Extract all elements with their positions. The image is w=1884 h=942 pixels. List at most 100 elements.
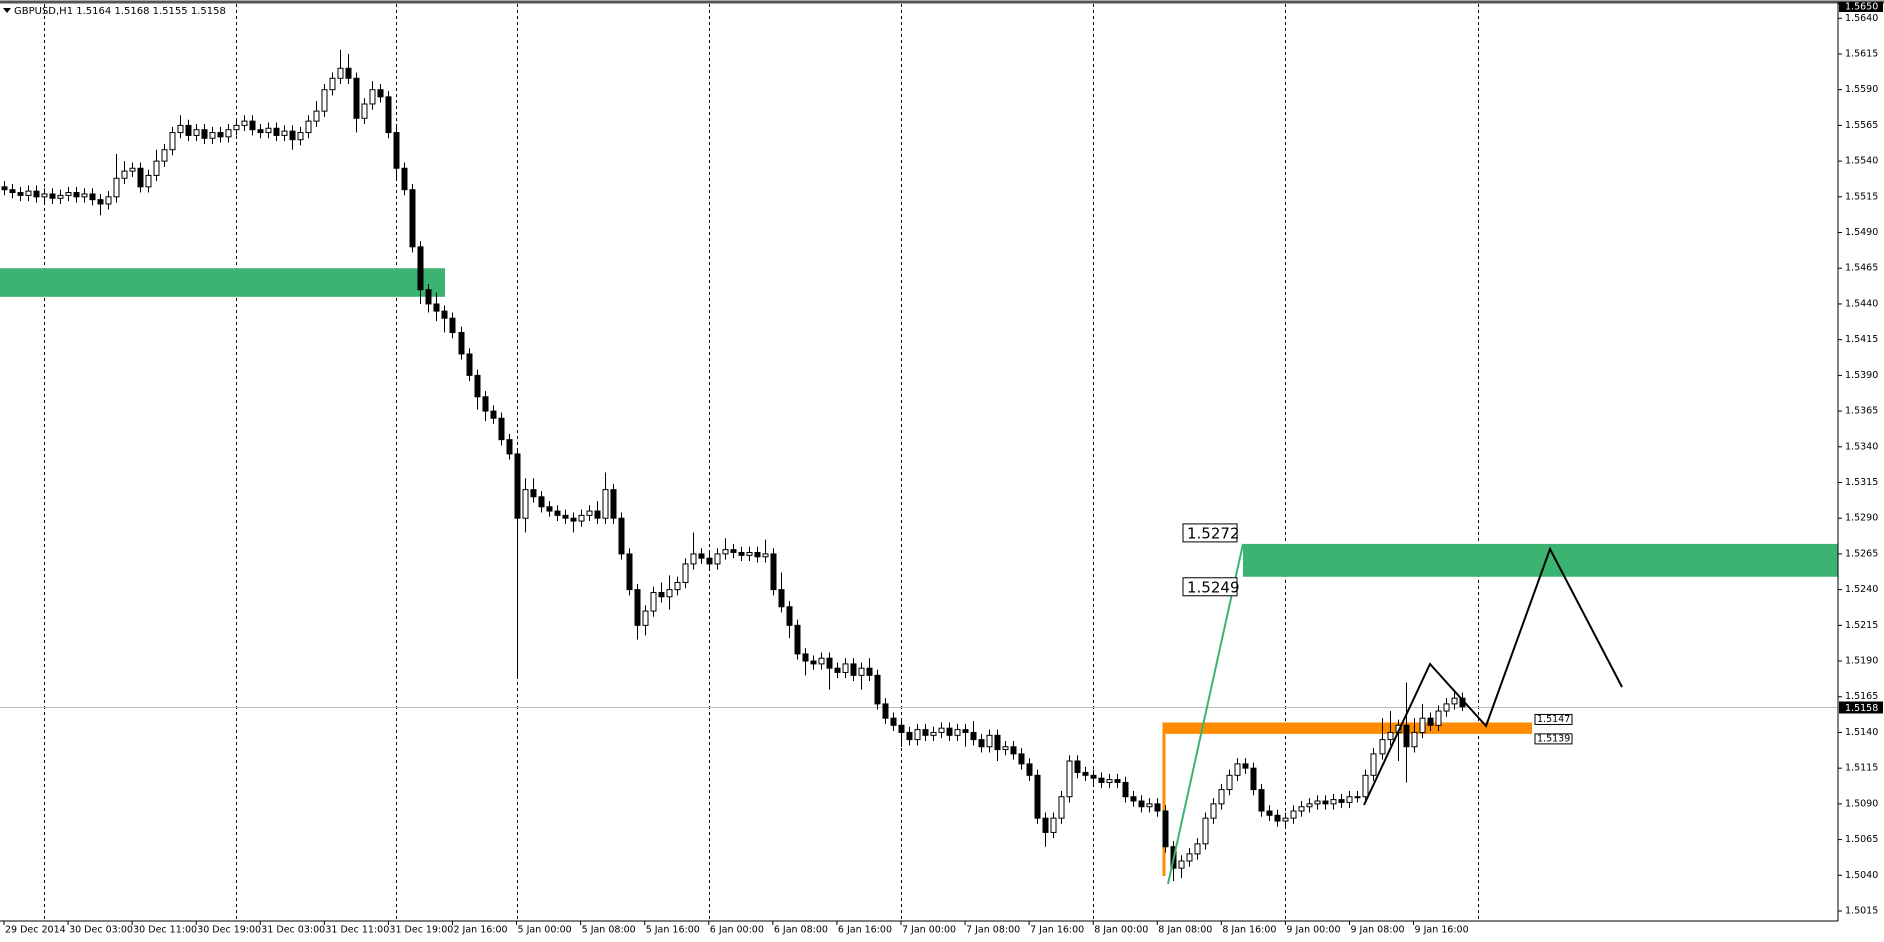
y-tick-label: 1.5565 [1845, 120, 1878, 131]
candle-body [1314, 800, 1321, 805]
candle-body [906, 731, 913, 741]
candle-body [305, 120, 312, 134]
candle-body [498, 417, 505, 441]
candle-body [978, 739, 985, 748]
candle-body [882, 703, 889, 719]
candle-body [233, 124, 240, 131]
candle-body [409, 189, 416, 248]
high-value: 1.5168 [114, 6, 149, 17]
candle-body [482, 396, 489, 412]
candle-body [337, 67, 344, 79]
candle-body [377, 89, 384, 98]
x-tick-label: 31 Dec 11:00 [325, 925, 389, 936]
candle-body [1370, 753, 1377, 776]
candle-body [297, 132, 304, 141]
candle-body [385, 96, 392, 134]
zone-label: 1.5249 [1187, 578, 1240, 596]
candle-body [850, 663, 857, 676]
candle-body [209, 132, 216, 139]
x-tick-label: 7 Jan 08:00 [966, 925, 1020, 936]
candle-body [634, 589, 641, 626]
candle-body [922, 729, 929, 736]
y-tick-label: 1.5590 [1845, 84, 1878, 95]
candle-body [1266, 810, 1273, 816]
candle-body [874, 674, 881, 705]
y-tick-label: 1.5015 [1845, 906, 1878, 917]
x-tick-label: 30 Dec 19:00 [197, 925, 261, 936]
candle-body [1258, 789, 1265, 812]
candle-body [265, 127, 272, 134]
x-tick-label: 7 Jan 16:00 [1030, 925, 1084, 936]
candle-body [369, 89, 376, 105]
candle-body [970, 731, 977, 741]
impulse-leg [1167, 543, 1244, 885]
candle-body [81, 193, 88, 198]
candle-body [1146, 803, 1153, 808]
candle-body [986, 734, 993, 748]
y-tick-label: 1.5465 [1845, 263, 1878, 274]
candle-body [562, 514, 569, 519]
y-tick-label: 1.5215 [1845, 620, 1878, 631]
candle-body [914, 729, 921, 741]
candle-body [866, 667, 873, 676]
symbol: GBPUSD,H1 [14, 6, 73, 17]
candle-body [610, 489, 617, 519]
candle-body [754, 551, 761, 558]
y-tick-label: 1.5240 [1845, 584, 1878, 595]
x-tick-label: 6 Jan 16:00 [838, 925, 892, 936]
candle-body [690, 553, 697, 565]
x-tick-label: 9 Jan 08:00 [1350, 925, 1404, 936]
candle-body [193, 129, 200, 136]
candle-body [1354, 796, 1361, 799]
candle-body [1419, 717, 1426, 733]
candle-body [1234, 763, 1241, 776]
candle-body [514, 453, 521, 519]
candle-body [554, 510, 561, 516]
zone-label: 1.5147 [1537, 714, 1570, 725]
x-tick-label: 5 Jan 00:00 [518, 925, 572, 936]
zone [0, 268, 445, 297]
candle-body [353, 77, 360, 119]
candle-body [466, 353, 473, 376]
candle-body [778, 589, 785, 608]
candle-body [1162, 810, 1169, 848]
candle-body [89, 193, 96, 201]
candle-body [1130, 796, 1137, 802]
candle-body [946, 727, 953, 736]
candle-body [313, 110, 320, 122]
candle-body [746, 551, 753, 556]
close-value: 1.5158 [191, 6, 226, 17]
y-tick-label: 1.5615 [1845, 48, 1878, 59]
x-tick-label: 8 Jan 16:00 [1222, 925, 1276, 936]
candle-body [329, 77, 336, 91]
zone-label: 1.5139 [1537, 733, 1570, 744]
candle-body [217, 132, 224, 138]
x-tick-label: 29 Dec 2014 [5, 925, 66, 936]
candle-body [458, 332, 465, 355]
candle-body [506, 439, 513, 455]
candle-body [425, 289, 432, 305]
symbol-header: GBPUSD,H1 1.5164 1.5168 1.5155 1.5158 [14, 6, 226, 17]
candle-body [1379, 739, 1386, 755]
candle-body [1202, 817, 1209, 845]
candle-body [794, 624, 801, 655]
candle-body [1042, 817, 1049, 833]
candle-body [1194, 843, 1201, 855]
candle-body [1218, 789, 1225, 805]
candle-body [738, 551, 745, 556]
candle-body [674, 581, 681, 591]
price-label-box [1839, 701, 1883, 714]
x-tick-label: 6 Jan 08:00 [774, 925, 828, 936]
y-tick-label: 1.5340 [1845, 441, 1878, 452]
candle-body [73, 192, 80, 198]
x-tick-label: 5 Jan 08:00 [582, 925, 636, 936]
candle-body [417, 246, 424, 291]
candle-body [1178, 860, 1185, 869]
open-value: 1.5164 [76, 6, 111, 17]
price-label: 1.5158 [1845, 703, 1878, 714]
y-tick-label: 1.5650 [1845, 2, 1878, 13]
y-tick-label: 1.5515 [1845, 191, 1878, 202]
menu-triangle[interactable] [3, 8, 11, 13]
candle-body [449, 317, 456, 334]
